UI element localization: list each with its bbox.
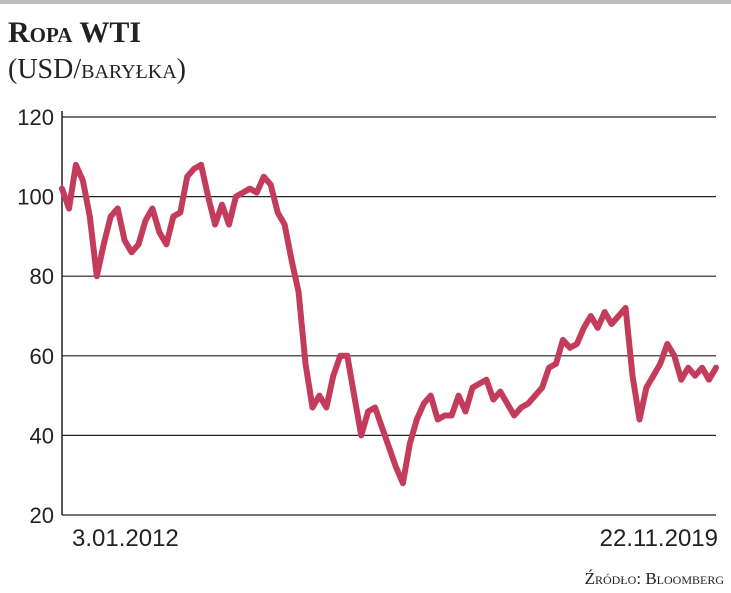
x-tick-label: 3.01.2012 <box>72 525 179 552</box>
y-tick-label: 60 <box>30 344 54 369</box>
y-tick-label: 20 <box>30 503 54 528</box>
y-tick-label: 40 <box>30 423 54 448</box>
source: Źródło: Bloomberg <box>585 569 725 588</box>
y-tick-label: 100 <box>17 185 54 210</box>
chart-title: Ropa WTI <box>8 16 141 49</box>
y-tick-label: 120 <box>17 105 54 130</box>
top-bar <box>0 0 731 4</box>
y-tick-label: 80 <box>30 264 54 289</box>
chart-subtitle: (USD/baryłka) <box>8 54 186 85</box>
x-tick-label: 22.11.2019 <box>600 525 718 552</box>
price-line <box>59 161 719 487</box>
